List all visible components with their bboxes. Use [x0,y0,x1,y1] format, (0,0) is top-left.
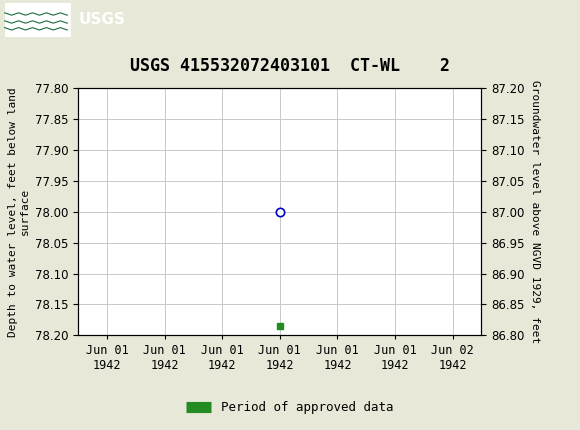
Text: USGS 415532072403101  CT-WL    2: USGS 415532072403101 CT-WL 2 [130,57,450,75]
Y-axis label: Depth to water level, feet below land
surface: Depth to water level, feet below land su… [8,87,30,337]
Legend: Period of approved data: Period of approved data [181,396,399,419]
Y-axis label: Groundwater level above NGVD 1929, feet: Groundwater level above NGVD 1929, feet [530,80,540,344]
Text: USGS: USGS [78,12,125,28]
Bar [5,3,71,37]
